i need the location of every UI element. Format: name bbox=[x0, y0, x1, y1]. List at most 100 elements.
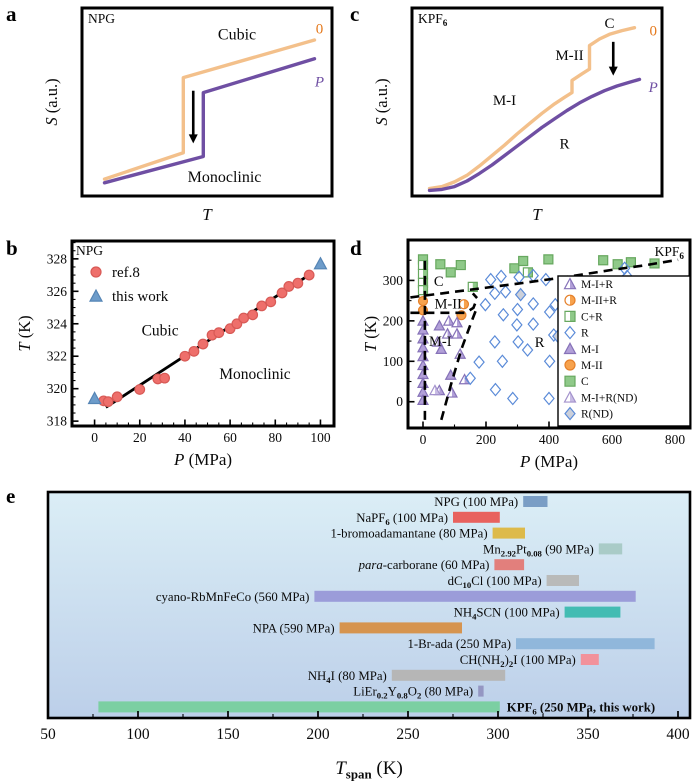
bar-label: dC10Cl (100 MPa) bbox=[448, 574, 542, 590]
curve-label: 0 bbox=[316, 22, 324, 38]
plot-background bbox=[48, 492, 690, 718]
x-tick-label: 60 bbox=[223, 430, 237, 445]
bar-1 bbox=[453, 511, 500, 523]
legend-box bbox=[557, 275, 691, 427]
legend-label: M-I bbox=[581, 344, 599, 356]
bar-label: 1-bromoadamantane (80 MPa) bbox=[331, 527, 488, 541]
panel-a-entropy-schematic: NPG Cubic Monoclinic 0 P S (a.u.) T bbox=[42, 6, 334, 224]
series-M-I-R bbox=[431, 314, 471, 398]
bar-label: NH4SCN (100 MPa) bbox=[454, 606, 560, 622]
bar-5 bbox=[546, 575, 579, 586]
panel-letter-b: b bbox=[6, 236, 18, 260]
x-tick-label: 600 bbox=[602, 432, 623, 447]
bar-label: NH4I (80 MPa) bbox=[308, 669, 387, 685]
phase-label: M-I bbox=[429, 334, 452, 350]
plot-border bbox=[410, 6, 664, 198]
y-tick-label: 320 bbox=[47, 381, 68, 396]
bar-10 bbox=[580, 654, 599, 665]
x-tick-label: 0 bbox=[91, 430, 98, 445]
phase-boundary bbox=[410, 258, 679, 299]
bar-label: NPG (100 MPa) bbox=[434, 495, 518, 509]
phase-label: R bbox=[535, 335, 545, 351]
x-tick-label: 20 bbox=[133, 430, 147, 445]
x-axis-label: T bbox=[202, 205, 213, 224]
phase-label: Monoclinic bbox=[188, 169, 262, 186]
bar-3 bbox=[598, 543, 623, 555]
bar-13 bbox=[98, 701, 500, 713]
legend: ref.8 this work bbox=[88, 265, 169, 305]
legend-label: M-I+R(ND) bbox=[581, 392, 637, 404]
phase-label: M-II bbox=[555, 48, 583, 64]
bar-6 bbox=[314, 590, 636, 602]
series-R bbox=[464, 261, 633, 406]
phase-boundary bbox=[410, 292, 479, 315]
legend: M-I+R M-II+R C+R R M-I M-II C M-I+R(ND) R(ND) bbox=[557, 275, 691, 427]
bar-12 bbox=[478, 685, 484, 697]
legend-label: C bbox=[581, 376, 589, 388]
bar-9 bbox=[516, 638, 655, 650]
bar-label: cyano-RbMnFeCo (560 MPa) bbox=[156, 590, 310, 604]
x-tick-label: 200 bbox=[306, 726, 330, 743]
x-tick-label: 150 bbox=[216, 726, 240, 743]
x-tick-label: 100 bbox=[126, 726, 150, 743]
bar-label: NPA (590 MPa) bbox=[253, 621, 335, 635]
phase-label: M-II bbox=[435, 296, 463, 312]
phase-label: Cubic bbox=[218, 26, 256, 43]
curve-label: P bbox=[648, 80, 658, 96]
bar-4 bbox=[494, 559, 525, 571]
series-ref-8 bbox=[98, 269, 315, 408]
curve-label: 0 bbox=[650, 24, 658, 40]
phase-label: R bbox=[559, 136, 569, 152]
x-tick-label: 40 bbox=[178, 430, 192, 445]
x-tick-label: 250 bbox=[396, 726, 420, 743]
y-tick-label: 328 bbox=[47, 251, 68, 266]
legend-label: R(ND) bbox=[581, 409, 613, 421]
panel-c: KPF6 C M-II M-I R 0 P S (a.u.) T bbox=[372, 6, 664, 224]
x-tick-label: 400 bbox=[666, 726, 690, 743]
curve-1 bbox=[427, 77, 642, 193]
bar-label: para-carborane (60 MPa) bbox=[358, 558, 490, 572]
legend-label: M-I+R bbox=[581, 279, 613, 291]
y-tick-label: 0 bbox=[396, 394, 403, 409]
bar-0 bbox=[523, 496, 548, 507]
panel-c-entropy-schematic: KPF6 C M-II M-I R 0 P S (a.u.) T bbox=[372, 6, 664, 224]
y-tick-label: 318 bbox=[47, 414, 68, 429]
phase-boundary bbox=[440, 309, 478, 421]
panel-letter-d: d bbox=[350, 236, 362, 260]
y-axis-label: T (K) bbox=[15, 315, 34, 351]
panel-e: NPG (100 MPa) NaPF6 (100 MPa)1-bromoadama… bbox=[40, 490, 692, 782]
x-axis-label: T bbox=[532, 205, 543, 224]
y-axis-label: S (a.u.) bbox=[42, 78, 61, 125]
phase-label: C bbox=[604, 16, 614, 32]
x-tick-label: 100 bbox=[310, 430, 331, 445]
panel-letter-a: a bbox=[6, 2, 17, 26]
plot-border bbox=[80, 6, 334, 198]
panel-tag: KPF6 bbox=[418, 11, 448, 28]
bar-7 bbox=[564, 606, 621, 618]
curve-label: P bbox=[314, 74, 324, 90]
panel-e-tspan-bar-chart: NPG (100 MPa) NaPF6 (100 MPa)1-bromoadama… bbox=[40, 490, 692, 782]
legend-label: M-II+R bbox=[581, 295, 617, 307]
bar-11 bbox=[391, 669, 506, 681]
phase-label: Monoclinic bbox=[219, 366, 291, 383]
panel-b-npg-phase-boundary: 0 20 40 60 80 100 318 320 322 324 326 328 NPG ref.8 th… bbox=[15, 239, 336, 469]
axes: 50 100 150 200 250 300 350 400 bbox=[40, 711, 690, 743]
panel-a: NPG Cubic Monoclinic 0 P S (a.u.) T bbox=[42, 6, 334, 224]
x-tick-label: 200 bbox=[476, 432, 497, 447]
x-tick-label: 50 bbox=[40, 726, 56, 743]
x-tick-label: 400 bbox=[539, 432, 560, 447]
phase-label: C bbox=[434, 274, 444, 290]
x-tick-label: 0 bbox=[420, 432, 427, 447]
y-tick-label: 324 bbox=[47, 316, 68, 331]
bar-2 bbox=[492, 527, 525, 539]
y-tick-label: 300 bbox=[383, 273, 404, 288]
x-axis-label: P (MPa) bbox=[519, 452, 578, 471]
x-tick-label: 80 bbox=[269, 430, 283, 445]
y-tick-label: 200 bbox=[383, 313, 404, 328]
legend-label: R bbox=[581, 328, 589, 340]
plot-border bbox=[70, 239, 336, 428]
panel-tag: NPG bbox=[88, 11, 115, 26]
y-axis-label: S (a.u.) bbox=[372, 78, 391, 125]
